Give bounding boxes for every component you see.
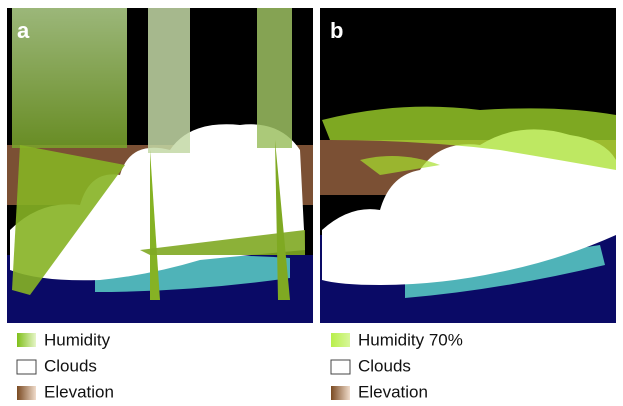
legend-label: Humidity 70% <box>358 330 463 349</box>
swatch-humidity <box>17 333 36 347</box>
legend-b: Humidity 70% Clouds Elevation <box>331 330 463 401</box>
swatch-humidity <box>331 333 350 347</box>
figure-canvas: a b Humidity Clouds Elevation Humidity 7… <box>0 0 623 406</box>
panel-b-scene: b <box>320 8 616 325</box>
swatch-elevation <box>331 386 350 400</box>
legend-a: Humidity Clouds Elevation <box>17 330 114 401</box>
panel-a-scene: a <box>7 8 313 325</box>
legend-label: Elevation <box>44 382 114 401</box>
legend-label: Elevation <box>358 382 428 401</box>
legend-label: Humidity <box>44 330 111 349</box>
panel-label: a <box>17 18 30 43</box>
legend-label: Clouds <box>44 356 97 375</box>
figure: a b Humidity Clouds Elevation Humidity 7… <box>0 0 623 406</box>
legend-label: Clouds <box>358 356 411 375</box>
swatch-clouds <box>17 360 36 374</box>
panel-label: b <box>330 18 343 43</box>
swatch-clouds <box>331 360 350 374</box>
swatch-elevation <box>17 386 36 400</box>
